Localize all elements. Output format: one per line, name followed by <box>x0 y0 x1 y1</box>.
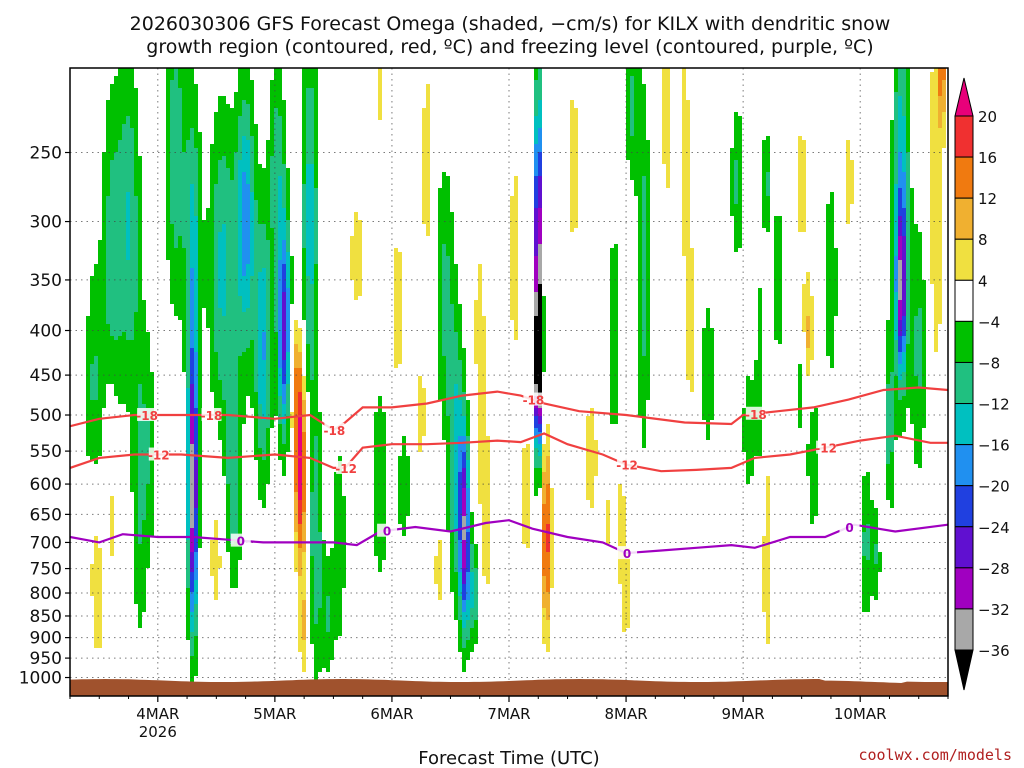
y-tick-label: 350 <box>30 271 62 291</box>
y-tick-label: 850 <box>30 607 62 627</box>
colorbar-label: −28 <box>978 560 1010 578</box>
contour-label: 0 <box>237 535 245 549</box>
y-tick-label: 400 <box>30 322 62 342</box>
colorbar-label: 20 <box>978 108 997 126</box>
contour-label: 0 <box>845 521 853 535</box>
contour-label-bg <box>137 408 158 422</box>
contour-label: -18 <box>201 409 223 423</box>
contour-label: -18 <box>324 424 346 438</box>
contour-label-bg <box>148 447 169 461</box>
y-tick-label: 600 <box>30 475 62 495</box>
contour-label: -18 <box>745 408 767 422</box>
y-tick-label: 550 <box>30 442 62 462</box>
colorbar-segment <box>954 279 974 322</box>
colorbar-segment <box>954 485 974 528</box>
colorbar-segment <box>954 238 974 281</box>
omega-shading <box>86 68 946 692</box>
contour-label-bg <box>336 460 357 474</box>
contour-label: 0 <box>623 547 631 561</box>
colorbar-label: −4 <box>978 313 1000 331</box>
x-tick-sublabel: 2026 <box>139 723 177 741</box>
y-tick-label: 1000 <box>19 669 62 689</box>
colorbar-segment <box>954 526 974 569</box>
contour-lines: -18 -18 -18 -18 -18 -12 -12 -12 -12 0 0 0 0 <box>70 386 948 561</box>
contour-label: -12 <box>148 449 170 463</box>
colorbar-segment <box>954 444 974 487</box>
y-tick-label: 300 <box>30 213 62 233</box>
colorbar-label: −16 <box>978 437 1010 455</box>
contour-label: 0 <box>383 525 391 539</box>
y-tick-label: 450 <box>30 366 62 386</box>
colorbar-segment <box>954 197 974 240</box>
colorbar-segment <box>954 320 974 363</box>
x-tick-label: 5MAR <box>253 705 296 723</box>
y-tick-label: 900 <box>30 629 62 649</box>
surface-terrain <box>70 679 948 696</box>
colorbar-label: 4 <box>978 272 988 290</box>
colorbar-label: −36 <box>978 642 1010 660</box>
contour-label-bg <box>324 422 345 436</box>
surface-fill <box>70 679 948 696</box>
y-tick-label: 700 <box>30 533 62 553</box>
colorbar-segment <box>954 608 974 651</box>
colorbar-label: −12 <box>978 396 1010 414</box>
colorbar-label: 8 <box>978 231 988 249</box>
colorbar-label: −32 <box>978 601 1010 619</box>
y-tick-label: 650 <box>30 505 62 525</box>
contour-label-bg <box>839 520 860 534</box>
y-tick-label: 500 <box>30 406 62 426</box>
gridlines <box>70 68 948 696</box>
y-tick-label: 950 <box>30 649 62 669</box>
y-axis: 2503003504004505005506006507007508008509… <box>19 144 70 689</box>
contour-line-freezing <box>70 519 948 555</box>
contour-label: -18 <box>523 394 545 408</box>
colorbar-label: −20 <box>978 478 1010 496</box>
x-tick-label: 8MAR <box>604 705 647 723</box>
contour-label-bg <box>617 457 638 471</box>
chart-title-line1: 2026030306 GFS Forecast Omega (shaded, −… <box>130 13 891 35</box>
x-tick-label: 9MAR <box>722 705 765 723</box>
colorbar-bottom-arrow <box>954 649 974 691</box>
credit-link[interactable]: coolwx.com/models <box>858 746 1012 764</box>
x-axis-label: Forecast Time (UTC) <box>418 748 599 768</box>
contour-label-bg <box>377 523 398 537</box>
x-tick-label: 6MAR <box>370 705 413 723</box>
colorbar-segment <box>954 403 974 446</box>
contour-label-bg <box>617 546 638 560</box>
colorbar-label: 16 <box>978 149 997 167</box>
x-tick-label: 7MAR <box>487 705 530 723</box>
colorbar-segment <box>954 115 974 158</box>
contour-line-dgzm12 <box>70 432 948 473</box>
colorbar-segment <box>954 567 974 610</box>
contour-label-bg <box>523 392 544 406</box>
plot-area: -18 -18 -18 -18 -18 -12 -12 -12 -12 0 0 0 0 <box>70 68 948 696</box>
contour-label-bg <box>745 406 766 420</box>
colorbar-segment <box>954 361 974 405</box>
chart-title-line2: growth region (contoured, red, ºC) and f… <box>146 36 873 58</box>
colorbar-top-arrow <box>954 77 974 117</box>
colorbar-legend: 20 16 12 8 4 −4 −8 −12 −16 −20 −24 −28 −32 −36 <box>954 77 1010 691</box>
colorbar-label: −24 <box>978 519 1010 537</box>
contour-label-bg <box>816 440 837 454</box>
contour-label: -12 <box>616 459 638 473</box>
y-tick-label: 800 <box>30 584 62 604</box>
contour-label: -12 <box>335 462 357 476</box>
contour-line-dgzm18 <box>70 386 948 432</box>
y-tick-label: 750 <box>30 560 62 580</box>
contour-label: -18 <box>136 409 158 423</box>
x-tick-label: 4MAR <box>136 705 179 723</box>
contour-label-bg <box>230 533 251 547</box>
y-tick-label: 250 <box>30 144 62 164</box>
colorbar-label: 12 <box>978 190 997 208</box>
colorbar-segment <box>954 156 974 199</box>
x-tick-label: 10MAR <box>834 705 887 723</box>
contour-label-bg <box>201 408 222 422</box>
colorbar-label: −8 <box>978 354 1000 372</box>
contour-label: -12 <box>815 442 837 456</box>
